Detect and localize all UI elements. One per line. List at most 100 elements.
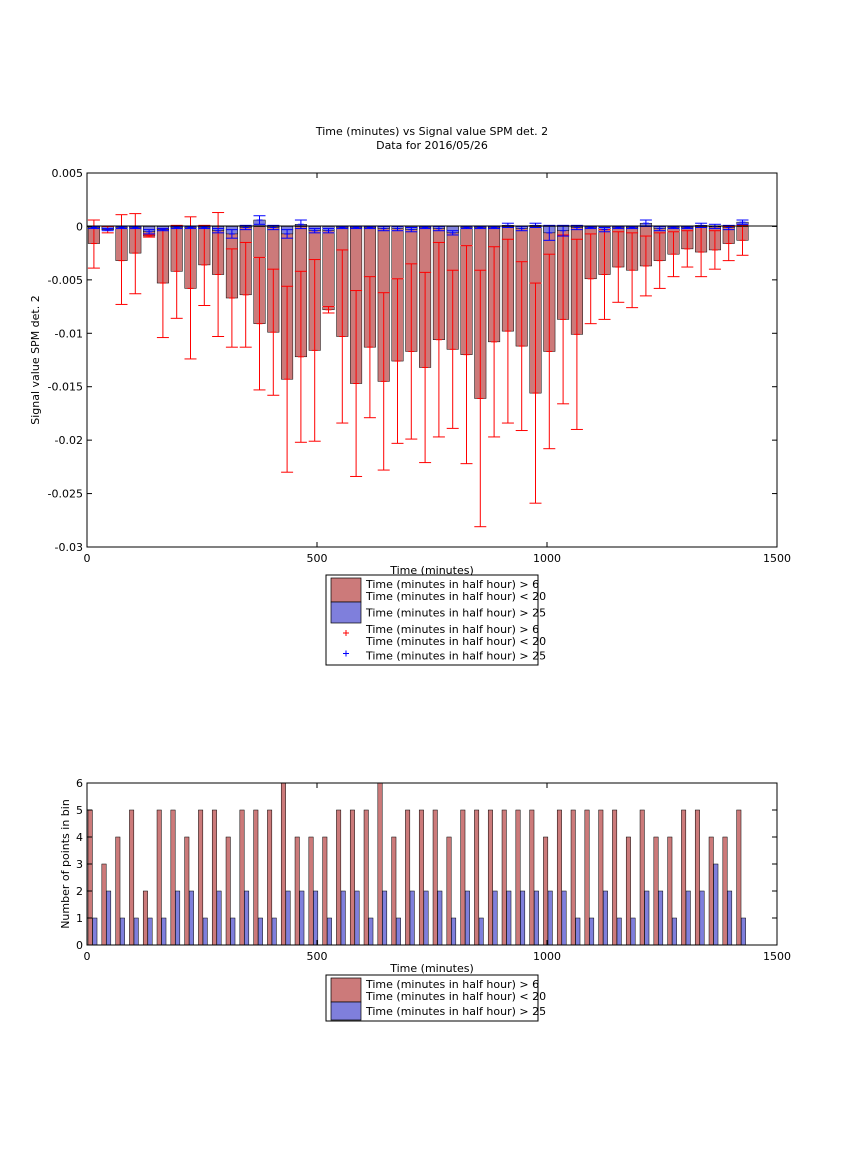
count-bar-short: [129, 809, 135, 946]
count-bar-long: [740, 917, 746, 946]
count-bar-short: [474, 809, 480, 946]
count-bar-short: [349, 809, 355, 946]
count-bar-short: [446, 836, 452, 946]
count-bar-long: [119, 917, 125, 946]
count-bar-short: [612, 809, 618, 946]
count-bar-long: [188, 890, 194, 946]
count-bar-long: [451, 917, 457, 946]
y-axis-ticks: 0.005 0 -0.005 -0.01 -0.015 -0.02 -0.025 -0.03: [48, 167, 777, 554]
count-bar-long: [106, 890, 112, 946]
count-bar-short: [432, 809, 438, 946]
count-bar-short: [653, 836, 659, 946]
count-bar-long: [271, 917, 277, 946]
legend-swatch: [330, 977, 362, 1003]
legend-swatch: [330, 1001, 362, 1021]
count-bar-short: [584, 809, 590, 946]
count-bar-long: [533, 890, 539, 946]
signal-chart: Time (minutes) vs Signal value SPM det. …: [29, 125, 791, 666]
count-bar-short: [142, 890, 148, 946]
count-bar-short: [570, 809, 576, 946]
count-bar-long: [561, 890, 567, 946]
y-tick-label: -0.025: [48, 488, 83, 501]
count-bar-long: [354, 890, 360, 946]
y-tick-label: 0: [76, 939, 83, 952]
legend-label: Time (minutes in half hour) > 6: [365, 578, 539, 591]
count-bar-short: [708, 836, 714, 946]
y-tick-label: -0.03: [55, 541, 83, 554]
legend-label: Time (minutes in half hour) > 6: [365, 623, 539, 636]
x-tick-label: 500: [307, 552, 328, 565]
legend-label: Time (minutes in half hour) < 20: [365, 990, 546, 1003]
legend-label: Time (minutes in half hour) < 20: [365, 635, 546, 648]
count-bar-short: [529, 809, 535, 946]
signal-error-bars: [87, 212, 749, 528]
x-tick-label: 500: [307, 950, 328, 963]
y-tick-label: 4: [76, 831, 83, 844]
count-bar-short: [239, 809, 245, 946]
count-bar-short: [501, 809, 507, 946]
count-bar-long: [492, 890, 498, 946]
count-bar-long: [244, 890, 250, 946]
count-bar-short: [336, 809, 342, 946]
count-bar-long: [395, 917, 401, 946]
x-axis-ticks: 0 500 1000 1500: [84, 173, 791, 565]
chart-subtitle: Data for 2016/05/26: [376, 139, 488, 152]
legend-swatch: [330, 577, 362, 603]
count-bar-long: [382, 890, 388, 946]
count-bar-short: [598, 809, 604, 946]
count-bar-short: [280, 782, 286, 946]
count-bar-short: [211, 809, 217, 946]
count-bar-long: [161, 917, 167, 946]
count-bar-long: [520, 890, 526, 946]
y-tick-label: -0.005: [48, 274, 83, 287]
count-bar-long: [575, 917, 581, 946]
count-bar-long: [202, 917, 208, 946]
count-bar-short: [543, 836, 549, 946]
count-bar-short: [418, 809, 424, 946]
count-bar-long: [257, 917, 263, 946]
legend-swatch: [330, 601, 362, 624]
x-tick-label: 0: [84, 950, 91, 963]
count-bar-short: [722, 836, 728, 946]
count-bar-long: [133, 917, 139, 946]
count-bar-long: [644, 890, 650, 946]
y-axis-label: Number of points in bin: [59, 799, 72, 929]
count-bar-short: [667, 836, 673, 946]
count-bar-long: [630, 917, 636, 946]
y-tick-label: -0.02: [55, 434, 83, 447]
x-axis-ticks: 0 500 1000 1500: [84, 783, 791, 963]
x-tick-label: 1500: [763, 552, 791, 565]
count-bar-long: [437, 890, 443, 946]
y-tick-label: 3: [76, 858, 83, 871]
count-bar-long: [616, 917, 622, 946]
count-bar-short: [363, 809, 369, 946]
count-bar-short: [225, 836, 231, 946]
y-axis-ticks: 0 1 2 3 4 5 6: [76, 777, 777, 952]
count-bar-long: [175, 890, 181, 946]
y-tick-label: 0.005: [52, 167, 84, 180]
count-bar-long: [671, 917, 677, 946]
count-bar-long: [368, 917, 374, 946]
count-bar-short: [377, 782, 383, 946]
signal-bar-short: [322, 226, 335, 311]
count-bar-short: [625, 836, 631, 946]
x-axis-label: Time (minutes): [389, 962, 474, 975]
count-bar-long: [216, 890, 222, 946]
x-tick-label: 0: [84, 552, 91, 565]
count-bar-short: [639, 809, 645, 946]
count-bar-long: [478, 917, 484, 946]
count-bar-long: [230, 917, 236, 946]
count-bar-short: [253, 809, 259, 946]
count-bars: [87, 782, 746, 946]
count-bar-long: [658, 890, 664, 946]
count-bar-short: [267, 809, 273, 946]
count-bar-short: [405, 809, 411, 946]
count-bar-long: [506, 890, 512, 946]
x-tick-label: 1500: [763, 950, 791, 963]
count-bar-long: [602, 890, 608, 946]
legend-label: Time (minutes in half hour) > 25: [365, 650, 546, 663]
count-bar-short: [322, 836, 328, 946]
count-bar-short: [487, 809, 493, 946]
